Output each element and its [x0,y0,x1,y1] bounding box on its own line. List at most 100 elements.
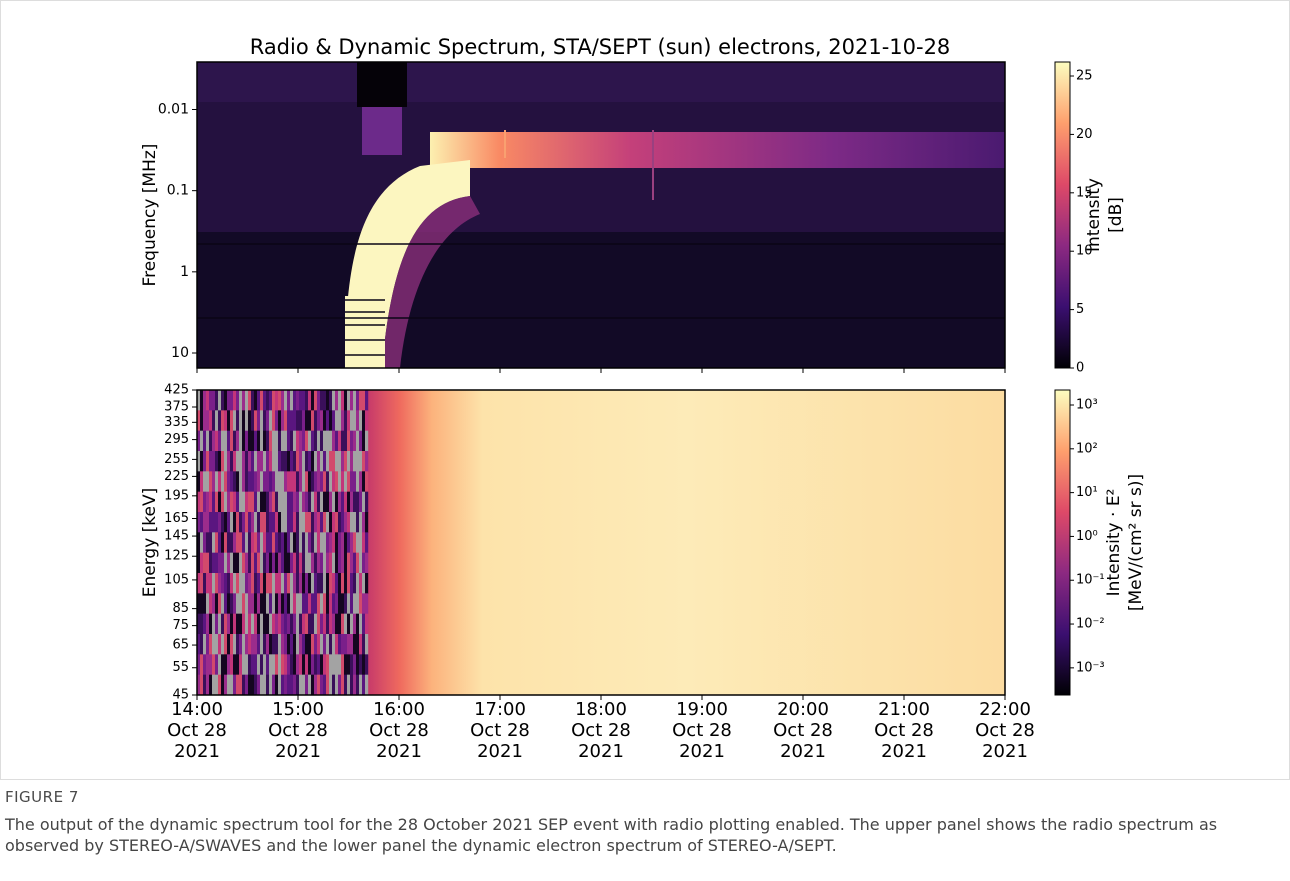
spectrogram-texture [197,451,201,472]
spectrogram-texture [224,532,228,554]
spectrogram-texture [230,491,234,513]
spectrogram-texture [275,410,279,432]
spectrogram-texture [257,471,261,493]
spectrogram-texture [308,674,312,696]
spectrogram-texture [320,512,324,533]
spectrogram-texture [272,654,276,676]
spectrogram-texture [350,552,354,574]
spectrogram-texture [227,552,231,574]
spectrogram-texture [254,512,258,533]
spectrogram-texture [197,410,201,432]
spectrogram-texture [299,593,303,615]
spectrogram-texture [221,613,225,635]
spectrogram-texture [269,491,273,513]
spectrogram-texture [275,390,279,411]
colorbar-tick-label: 10⁻¹ [1076,573,1105,588]
spectrogram-texture [341,430,345,452]
spectrogram-texture [317,390,321,411]
spectrogram-texture [197,430,201,452]
spectrogram-texture [209,552,213,574]
spectrogram-texture [227,532,231,554]
spectrogram-texture [215,613,219,635]
spectrogram-texture [326,390,330,411]
spectrogram-texture [308,471,312,493]
spectrogram-texture [239,410,243,432]
x-tick-label: Oct 28 [975,720,1035,741]
spectrogram-texture [233,410,237,432]
spectrogram-texture [284,552,288,574]
spectrogram-texture [248,532,252,554]
spectrogram-texture [263,430,267,452]
spectrogram-texture [344,390,348,411]
spectrogram-texture [269,430,273,452]
spectrogram-texture [311,512,315,533]
spectrogram-texture [335,430,339,452]
spectrogram-texture [212,512,216,533]
spectrogram-texture [311,410,315,432]
figure: Radio & Dynamic Spectrum, STA/SEPT (sun)… [0,0,1290,780]
spectrogram-texture [248,491,252,513]
spectrogram-texture [353,451,357,472]
spectrogram-texture [272,451,276,472]
spectrogram-texture [338,512,342,533]
spectrogram-texture [275,451,279,472]
spectrogram-texture [287,430,291,452]
spectrogram-texture [290,410,294,432]
spectrogram-texture [293,451,297,472]
spectrogram-texture [299,573,303,594]
spectrogram-texture [227,430,231,452]
spectrogram-texture [263,451,267,472]
spectrogram-texture [359,410,363,432]
spectrogram-texture [347,410,351,432]
spectrogram-texture [230,552,234,574]
spectrogram-texture [200,552,204,574]
spectrogram-texture [305,674,309,696]
spectrogram-texture [299,390,303,411]
spectrogram-texture [287,613,291,635]
spectrogram-texture [305,634,309,655]
spectrogram-texture [335,674,339,696]
spectrogram-texture [302,430,306,452]
spectrogram-texture [362,390,366,411]
spectrogram-texture [239,593,243,615]
spectrogram-texture [278,451,282,472]
spectrogram-texture [320,552,324,574]
spectrogram-texture [278,471,282,493]
spectrogram-texture [290,512,294,533]
spectrogram-texture [215,430,219,452]
spectrogram-texture [326,532,330,554]
spectrogram-texture [224,491,228,513]
spectrogram-texture [287,552,291,574]
spectrogram-texture [242,512,246,533]
spectrogram-texture [284,471,288,493]
spectrogram-texture [344,674,348,696]
spectrogram-texture [314,410,318,432]
spectrogram-texture [308,390,312,411]
spectrogram-texture [218,674,222,696]
spectrogram-texture [317,430,321,452]
spectrogram-texture [281,471,285,493]
spectrogram-texture [329,390,333,411]
spectrogram-texture [317,451,321,472]
x-tick-label: 15:00 [272,699,324,720]
spectrogram-texture [251,390,255,411]
spectrogram-texture [197,471,201,493]
spectrogram-texture [269,613,273,635]
spectrogram-texture [308,410,312,432]
spectrogram-texture [203,674,207,696]
spectrogram-texture [338,674,342,696]
spectrogram-texture [284,613,288,635]
spectrogram-texture [350,593,354,615]
spectrogram-texture [239,471,243,493]
spectrogram-texture [359,491,363,513]
spectrogram-texture [338,390,342,411]
spectrogram-texture [356,390,360,411]
spectrogram-texture [257,634,261,655]
spectrogram-texture [275,613,279,635]
spectrogram-texture [350,532,354,554]
colorbar-tick-label: 10¹ [1076,485,1098,500]
spectrogram-texture [365,471,369,493]
spectrogram-texture [251,451,255,472]
spectrogram-texture [296,451,300,472]
spectrogram-texture [338,430,342,452]
